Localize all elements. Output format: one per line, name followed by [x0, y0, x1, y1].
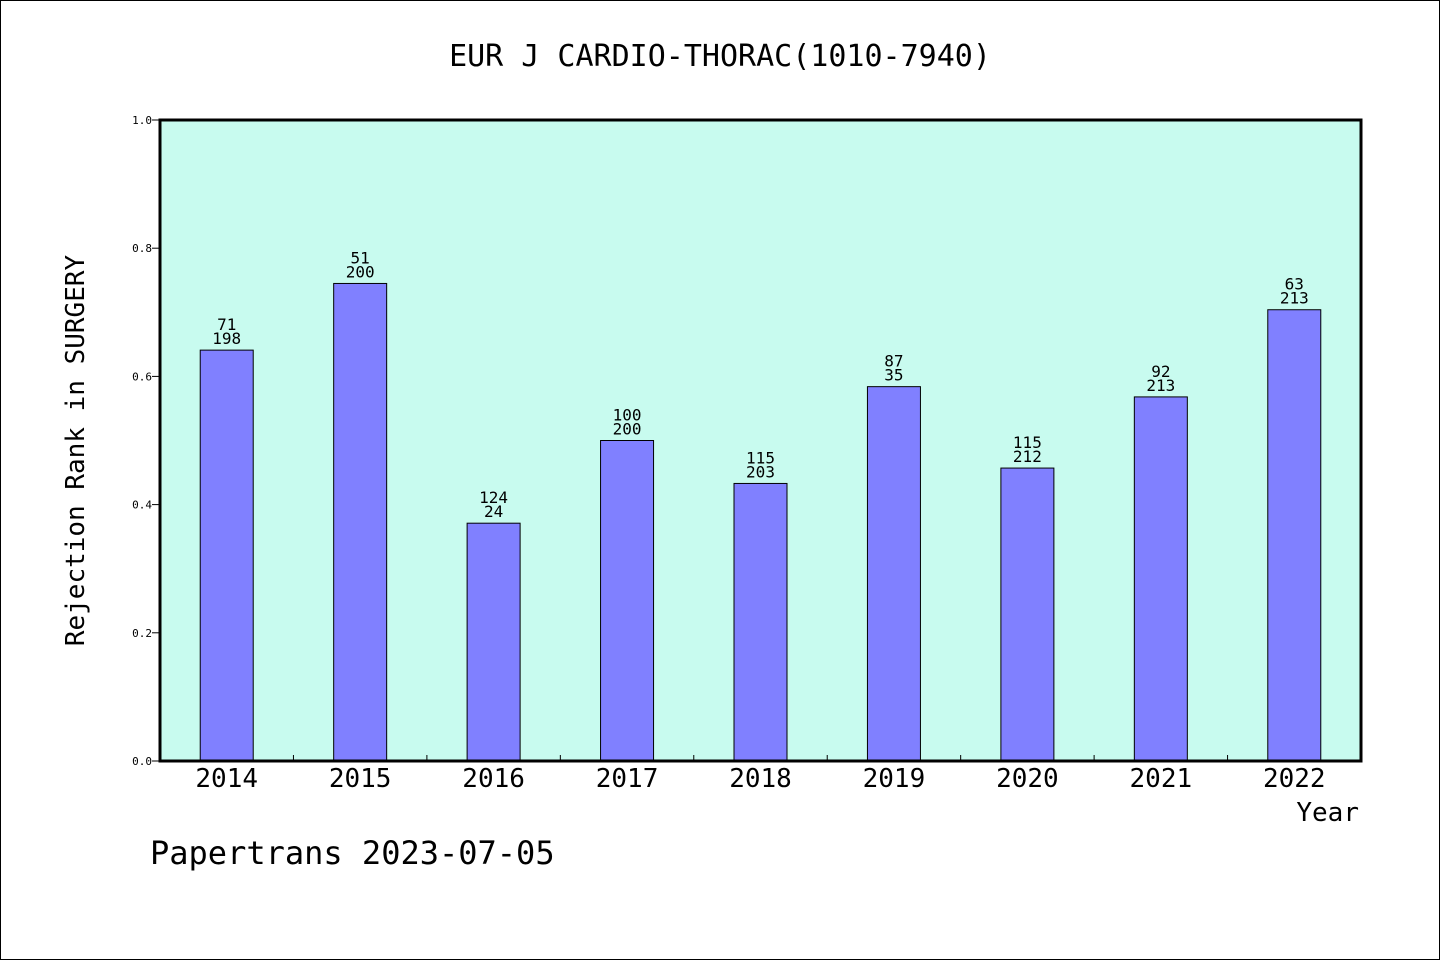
x-tick-label: 2020	[996, 764, 1059, 794]
bar-rank-label: 63	[1285, 275, 1304, 294]
x-tick-label: 2017	[596, 764, 659, 794]
x-axis-label: Year	[1296, 798, 1359, 828]
plot-border	[158, 118, 1363, 763]
x-tick-label: 2019	[863, 764, 926, 794]
bar-total-label: 24	[484, 502, 503, 521]
bar-2019	[866, 386, 921, 762]
bar-total-label: 203	[746, 462, 775, 481]
y-tick-label: 0.0	[132, 755, 152, 768]
y-axis: 0.0 0.2 0.4 0.6 0.8 1.0	[132, 114, 160, 768]
chart-title: EUR J CARDIO-THORAC(1010-7940)	[449, 39, 991, 74]
y-axis-label: Rejection Rank in SURGERY	[61, 254, 91, 646]
bar-2014	[199, 349, 254, 762]
bar-total-label: 35	[884, 366, 903, 385]
footer-watermark: Papertrans 2023-07-05	[150, 834, 555, 872]
bar-rank-label: 100	[613, 406, 642, 425]
bar-rank-label: 115	[746, 448, 775, 467]
bar-total-label: 200	[613, 420, 642, 439]
bar-rank-label: 71	[217, 315, 236, 334]
y-tick-label: 0.6	[132, 370, 152, 383]
x-tick-label: 2018	[729, 764, 792, 794]
bar-rank-label: 92	[1151, 362, 1170, 381]
y-tick-label: 0.2	[132, 627, 152, 640]
x-tick-label: 2022	[1263, 764, 1326, 794]
bar-rank-label: 87	[884, 352, 903, 371]
bar-2020	[1000, 467, 1055, 762]
y-tick-label: 0.4	[132, 499, 152, 512]
y-tick-label: 1.0	[132, 114, 152, 127]
bar-total-label: 212	[1013, 447, 1042, 466]
bars-group: 7119851200124241002001152038735115212922…	[199, 248, 1322, 762]
x-tick-label: 2014	[195, 764, 258, 794]
bar-total-label: 200	[346, 262, 375, 281]
bar-total-label: 198	[212, 329, 241, 348]
x-tick-label: 2016	[462, 764, 525, 794]
bar-2017	[600, 440, 655, 762]
bar-2018	[733, 482, 788, 762]
y-tick-label: 0.8	[132, 242, 152, 255]
x-tick-label: 2021	[1130, 764, 1193, 794]
bar-total-label: 213	[1280, 289, 1309, 308]
bar-2015	[333, 282, 388, 762]
x-axis: 2014 2015 2016 2017 2018 2019 2020 2021 2022	[195, 755, 1326, 794]
bar-rank-label: 124	[479, 488, 508, 507]
bar-total-label: 213	[1146, 376, 1175, 395]
bar-rank-label: 51	[351, 248, 370, 267]
x-tick-label: 2015	[329, 764, 392, 794]
bar-rank-label: 115	[1013, 433, 1042, 452]
bar-2022	[1267, 309, 1322, 762]
bar-2016	[466, 522, 521, 762]
bar-2021	[1133, 396, 1188, 762]
